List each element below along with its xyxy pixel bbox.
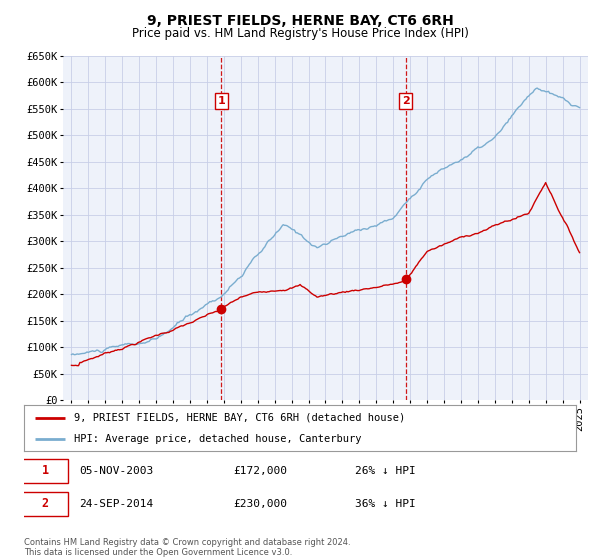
Text: 2: 2 — [41, 497, 49, 510]
Text: 26% ↓ HPI: 26% ↓ HPI — [355, 466, 416, 475]
Text: 2: 2 — [402, 96, 409, 106]
Text: 1: 1 — [217, 96, 225, 106]
Text: £230,000: £230,000 — [234, 499, 288, 508]
Text: 36% ↓ HPI: 36% ↓ HPI — [355, 499, 416, 508]
FancyBboxPatch shape — [21, 459, 68, 483]
Text: 1: 1 — [41, 464, 49, 477]
Text: £172,000: £172,000 — [234, 466, 288, 475]
Text: 9, PRIEST FIELDS, HERNE BAY, CT6 6RH (detached house): 9, PRIEST FIELDS, HERNE BAY, CT6 6RH (de… — [74, 413, 405, 423]
FancyBboxPatch shape — [21, 492, 68, 516]
Text: 24-SEP-2014: 24-SEP-2014 — [79, 499, 154, 508]
Text: 05-NOV-2003: 05-NOV-2003 — [79, 466, 154, 475]
Text: HPI: Average price, detached house, Canterbury: HPI: Average price, detached house, Cant… — [74, 435, 361, 444]
Text: Contains HM Land Registry data © Crown copyright and database right 2024.
This d: Contains HM Land Registry data © Crown c… — [24, 538, 350, 557]
Text: 9, PRIEST FIELDS, HERNE BAY, CT6 6RH: 9, PRIEST FIELDS, HERNE BAY, CT6 6RH — [146, 14, 454, 28]
Text: Price paid vs. HM Land Registry's House Price Index (HPI): Price paid vs. HM Land Registry's House … — [131, 27, 469, 40]
